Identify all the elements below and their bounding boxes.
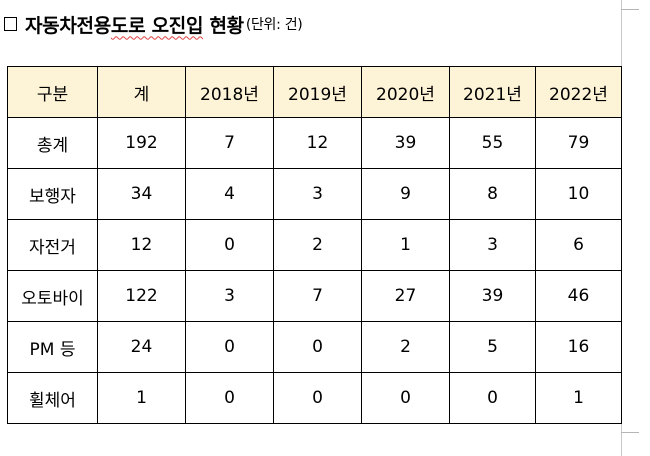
table-cell: 192 <box>97 117 186 169</box>
header-cell-2020: 2020년 <box>361 66 450 118</box>
page-corner-mark-top <box>621 9 639 10</box>
table-cell: 0 <box>273 372 362 424</box>
table-row: 총계 192 7 12 39 55 79 <box>7 117 622 169</box>
table-cell: 39 <box>361 117 450 169</box>
table-cell: 10 <box>535 168 622 220</box>
statistics-table: 구분 계 2018년 2019년 2020년 2021년 2022년 총계 19… <box>7 66 622 424</box>
table-cell: 39 <box>449 270 536 322</box>
title-suffix: 현황 <box>203 14 244 37</box>
table-row: 오토바이 122 3 7 27 39 46 <box>7 270 622 322</box>
row-label-cell: 휠체어 <box>7 372 98 424</box>
table-row: PM 등 24 0 0 2 5 16 <box>7 321 622 373</box>
table-cell: 0 <box>361 372 450 424</box>
row-label-cell: 총계 <box>7 117 98 169</box>
table-header-row: 구분 계 2018년 2019년 2020년 2021년 2022년 <box>7 66 622 118</box>
table-row: 휠체어 1 0 0 0 0 1 <box>7 372 622 424</box>
table-cell: 5 <box>449 321 536 373</box>
table-cell: 9 <box>361 168 450 220</box>
table-cell: 3 <box>185 270 274 322</box>
header-cell-2021: 2021년 <box>449 66 536 118</box>
table-cell: 79 <box>535 117 622 169</box>
row-label-cell: 보행자 <box>7 168 98 220</box>
table-cell: 2 <box>273 219 362 271</box>
header-cell-total: 계 <box>97 66 186 118</box>
table-cell: 7 <box>185 117 274 169</box>
table-cell: 4 <box>185 168 274 220</box>
table-cell: 24 <box>97 321 186 373</box>
table-cell: 34 <box>97 168 186 220</box>
table-cell: 0 <box>449 372 536 424</box>
header-cell-2022: 2022년 <box>535 66 622 118</box>
table-cell: 46 <box>535 270 622 322</box>
unit-label: (단위: 건) <box>245 17 303 33</box>
table-cell: 122 <box>97 270 186 322</box>
table-cell: 0 <box>273 321 362 373</box>
page-edge-line <box>621 0 622 456</box>
table-row: 보행자 34 4 3 9 8 10 <box>7 168 622 220</box>
table-cell: 27 <box>361 270 450 322</box>
table-cell: 12 <box>273 117 362 169</box>
header-cell-2019: 2019년 <box>273 66 362 118</box>
table-cell: 3 <box>449 219 536 271</box>
table-cell: 1 <box>361 219 450 271</box>
table-cell: 0 <box>185 321 274 373</box>
row-label-cell: PM 등 <box>7 321 98 373</box>
checkbox-square-icon <box>4 17 17 31</box>
table-cell: 0 <box>185 219 274 271</box>
table-cell: 2 <box>361 321 450 373</box>
table-cell: 8 <box>449 168 536 220</box>
table-cell: 3 <box>273 168 362 220</box>
title-text: 자동차전용도로 오진입 현황 <box>25 11 244 38</box>
table-cell: 0 <box>185 372 274 424</box>
table-cell: 7 <box>273 270 362 322</box>
title-spellcheck-span: 도로 오진입 <box>110 14 204 37</box>
title-prefix: 자동차전용 <box>25 14 111 37</box>
section-title: 자동차전용도로 오진입 현황 (단위: 건) <box>4 11 303 38</box>
table-cell: 1 <box>97 372 186 424</box>
row-label-cell: 자전거 <box>7 219 98 271</box>
table-cell: 16 <box>535 321 622 373</box>
row-label-cell: 오토바이 <box>7 270 98 322</box>
header-cell-category: 구분 <box>7 66 98 118</box>
table-cell: 6 <box>535 219 622 271</box>
table-cell: 1 <box>535 372 622 424</box>
table-cell: 12 <box>97 219 186 271</box>
header-cell-2018: 2018년 <box>185 66 274 118</box>
table-cell: 55 <box>449 117 536 169</box>
table-row: 자전거 12 0 2 1 3 6 <box>7 219 622 271</box>
page-corner-mark-bottom <box>621 432 639 433</box>
